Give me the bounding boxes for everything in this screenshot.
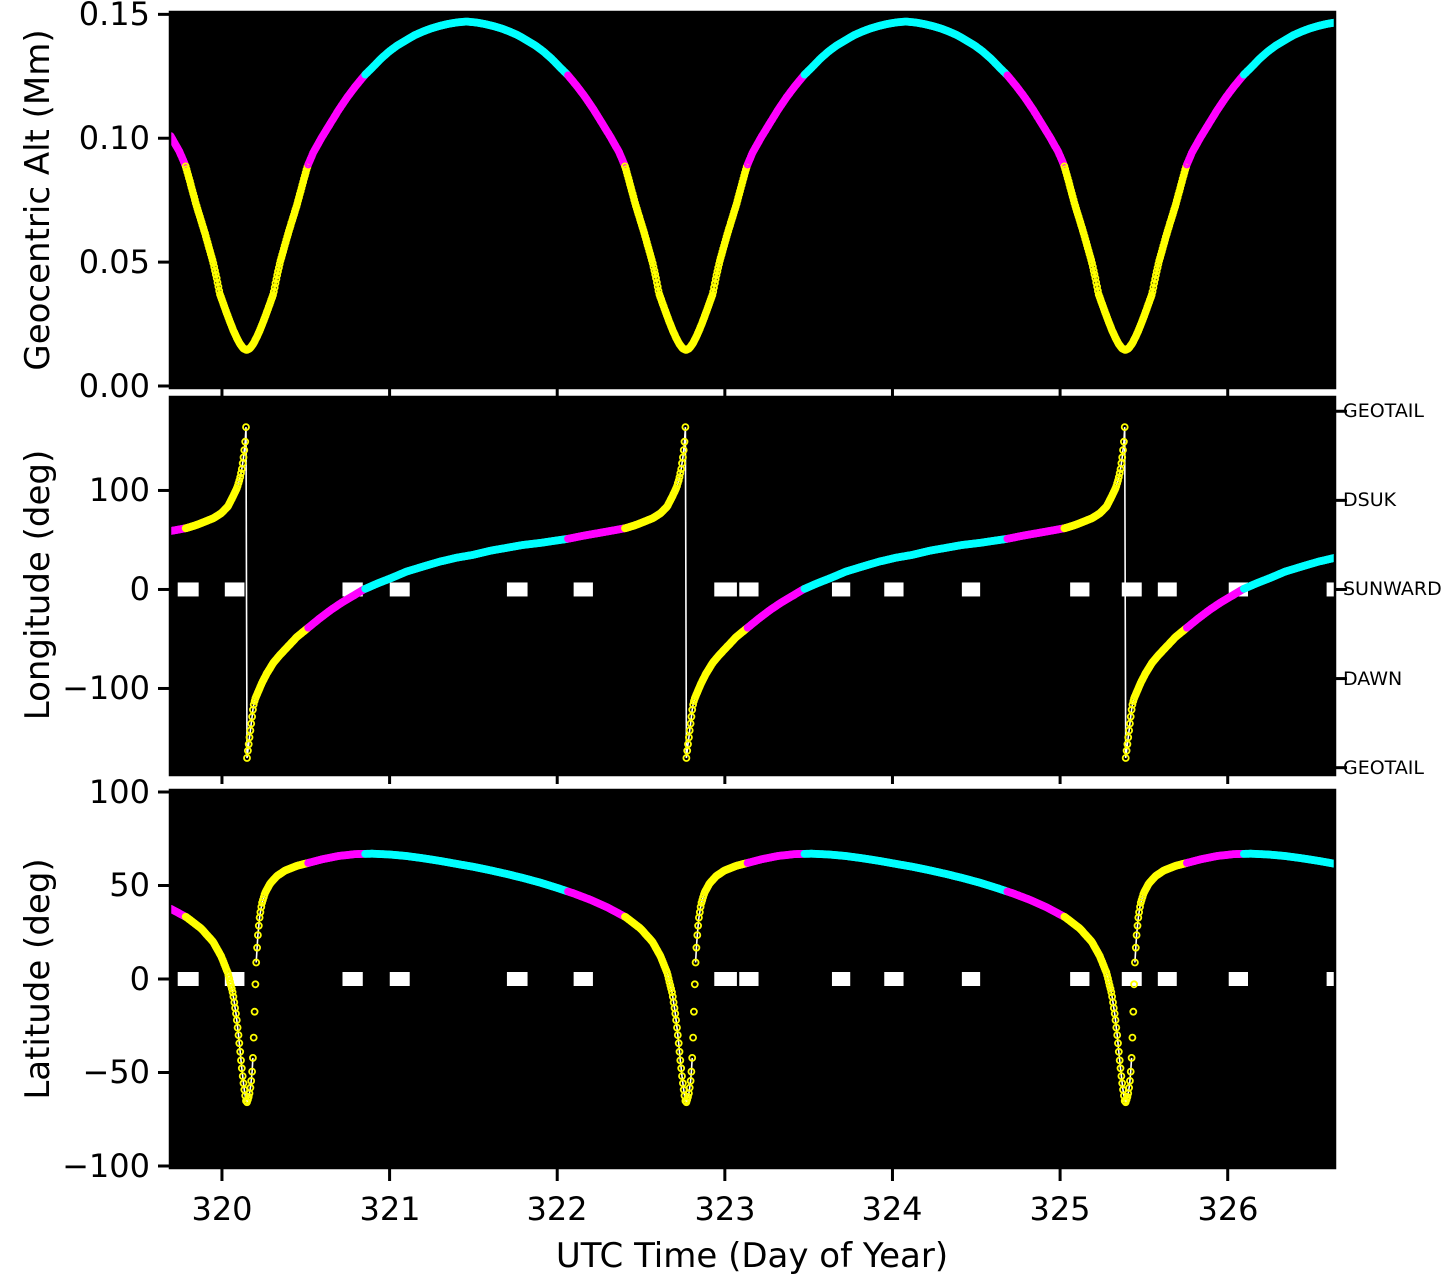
y-tick-label: 100 <box>88 471 150 509</box>
x-axis-label: UTC Time (Day of Year) <box>555 1236 949 1276</box>
right-axis-label-dawn: DAWN <box>1343 668 1403 690</box>
x-tick-label: 325 <box>1029 1190 1091 1228</box>
y-tick-label: −100 <box>62 669 150 707</box>
x-tick-label: 321 <box>359 1190 421 1228</box>
y-tick-label: 0.15 <box>78 0 150 33</box>
right-axis-label-sunward: SUNWARD <box>1343 578 1442 600</box>
x-tick-label: 326 <box>1197 1190 1259 1228</box>
x-tick-label: 324 <box>861 1190 923 1228</box>
x-tick-label: 322 <box>526 1190 588 1228</box>
y-tick-label: 0.05 <box>78 243 150 281</box>
x-tick-label: 323 <box>694 1190 756 1228</box>
y-tick-label: 0 <box>129 960 150 998</box>
y-tick-label: 100 <box>88 773 150 811</box>
y-tick-label: −50 <box>82 1053 150 1091</box>
y-tick-label: 0.00 <box>78 367 150 405</box>
right-axis-label-dsuk: DSUK <box>1343 489 1397 511</box>
y-tick-label: 50 <box>109 866 150 904</box>
y-tick-label: 0.10 <box>78 119 150 157</box>
y-axis-label-altitude: Geocentric Alt (Mm) <box>18 29 58 371</box>
right-axis-label-geotail-top: GEOTAIL <box>1343 400 1425 422</box>
right-axis-label-geotail-bottom: GEOTAIL <box>1343 757 1425 779</box>
y-tick-label: −100 <box>62 1147 150 1185</box>
y-tick-label: 0 <box>129 570 150 608</box>
x-tick-label: 320 <box>191 1190 253 1228</box>
